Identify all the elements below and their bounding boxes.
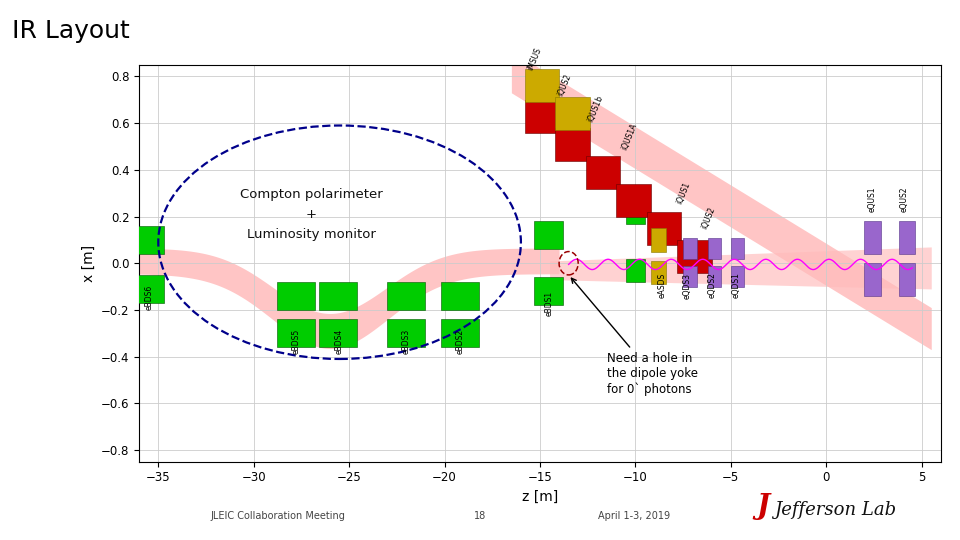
Bar [135,226,164,254]
Text: Need a hole in
the dipole yoke
for 0` photons: Need a hole in the dipole yoke for 0` ph… [571,278,698,396]
Text: eBDS1: eBDS1 [545,291,554,316]
Bar [525,100,559,132]
Text: eBDS5: eBDS5 [291,329,300,354]
Text: eQUS1: eQUS1 [868,186,876,212]
Bar [319,319,357,347]
Text: iQUS2: iQUS2 [700,206,716,231]
Text: iQUS1A: iQUS1A [620,122,639,151]
Bar [535,221,563,249]
Bar [684,266,697,287]
Bar [731,266,744,287]
Bar [535,277,563,305]
Bar [555,98,589,130]
Bar [684,238,697,259]
Bar [276,282,315,310]
Text: April 1-3, 2019: April 1-3, 2019 [597,511,670,522]
Bar [651,261,666,284]
X-axis label: z [m]: z [m] [522,490,558,504]
Text: eQDS3: eQDS3 [683,273,691,299]
Y-axis label: x [m]: x [m] [82,245,95,282]
Text: eQUS2: eQUS2 [900,186,909,212]
Bar [319,282,357,310]
Text: iQUS1b: iQUS1b [586,94,605,123]
Bar [586,156,620,188]
Bar [647,212,682,245]
Bar [441,282,479,310]
Bar [626,259,645,282]
Text: Compton polarimeter
+
Luminosity monitor: Compton polarimeter + Luminosity monitor [240,188,382,241]
Text: iQUS1: iQUS1 [675,180,691,205]
Bar [651,228,666,252]
Bar [276,319,315,347]
Text: eQDS1: eQDS1 [732,273,741,299]
Bar [626,200,645,224]
Text: eBDS3: eBDS3 [402,329,411,354]
Bar [441,319,479,347]
Bar [731,238,744,259]
Bar [387,319,425,347]
Bar [864,263,880,296]
Bar [864,221,880,254]
Text: IR Layout: IR Layout [12,19,131,43]
Bar [899,221,915,254]
Text: eASDS: eASDS [658,273,666,298]
Text: eBDS2: eBDS2 [455,329,465,354]
Text: JLEIC Collaboration Meeting: JLEIC Collaboration Meeting [211,511,346,522]
Bar [678,240,711,273]
Bar [899,263,915,296]
Bar [555,128,589,160]
Bar [708,238,721,259]
Text: eBDS6: eBDS6 [144,284,154,309]
Text: eQDS2: eQDS2 [708,273,716,299]
Text: 18: 18 [474,511,486,522]
Text: Jefferson Lab: Jefferson Lab [774,501,897,519]
Bar [525,70,559,102]
Text: iQUS2: iQUS2 [556,73,573,98]
Bar [708,266,721,287]
Bar [387,282,425,310]
Text: iMSUS: iMSUS [526,46,543,72]
Text: J: J [756,493,770,520]
Text: eBDS4: eBDS4 [335,329,344,354]
Bar [135,275,164,303]
Bar [616,184,651,217]
